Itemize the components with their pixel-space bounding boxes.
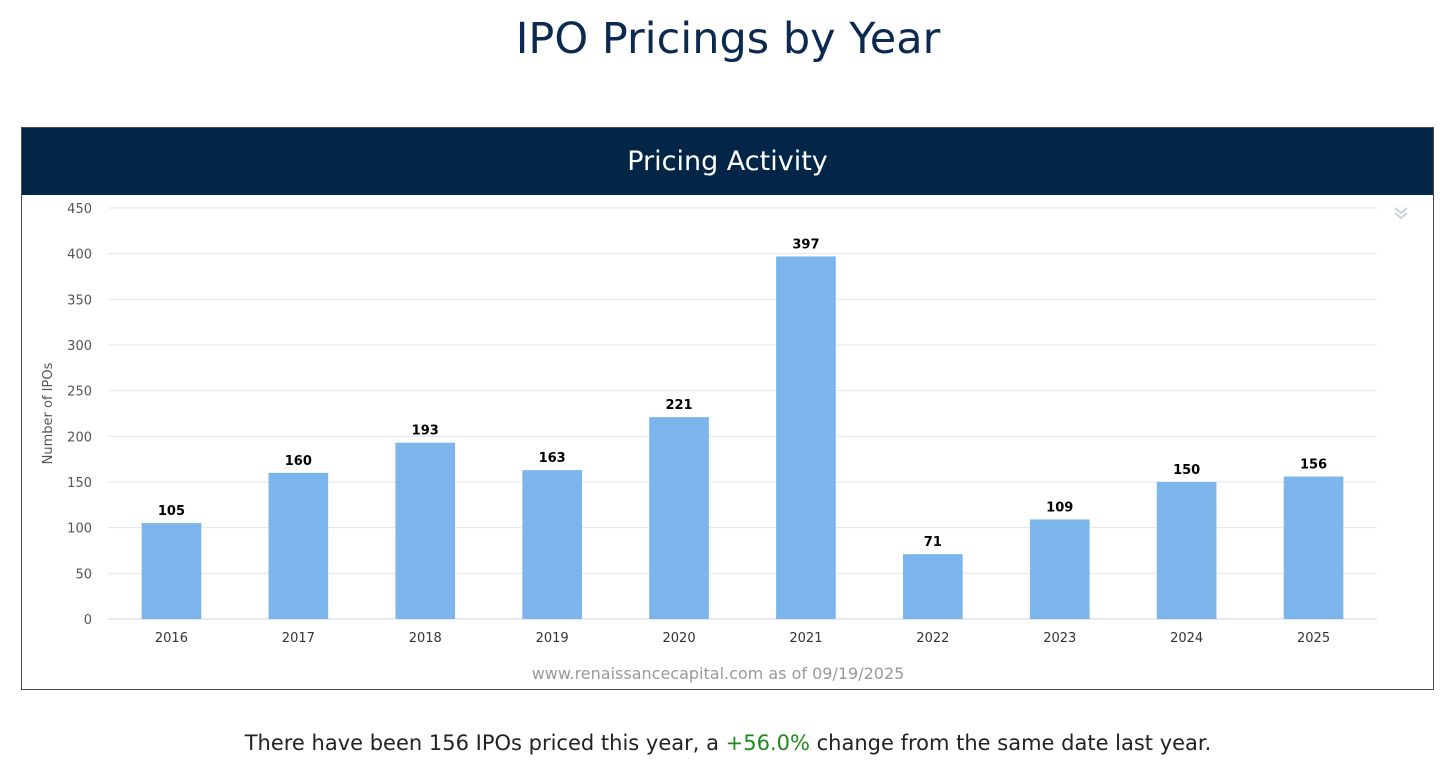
page-title: IPO Pricings by Year <box>515 14 941 64</box>
y-tick-label: 200 <box>67 430 92 445</box>
y-tick-label: 350 <box>67 293 92 308</box>
data-label: 193 <box>412 424 439 439</box>
y-axis-title: Number of IPOs <box>41 362 56 464</box>
x-tick-label: 2018 <box>409 631 442 646</box>
bar-2023 <box>1029 519 1090 619</box>
data-label: 397 <box>792 237 819 252</box>
summary-text: There have been 156 IPOs priced this yea… <box>0 731 1456 755</box>
chart-card: Pricing Activity 0 50 100 150 200 250 300 350 40… <box>21 127 1434 690</box>
x-tick-label: 2022 <box>916 631 949 646</box>
data-label: 160 <box>285 454 312 469</box>
x-tick-label: 2020 <box>663 631 696 646</box>
y-tick-label: 150 <box>67 476 92 491</box>
y-tick-label: 100 <box>67 522 92 537</box>
bar-2022 <box>903 554 963 619</box>
bar-2019 <box>522 470 582 619</box>
x-tick-label: 2016 <box>155 631 188 646</box>
x-tick-label: 2021 <box>789 631 822 646</box>
bar-2021 <box>776 256 836 619</box>
bar-2024 <box>1156 482 1217 619</box>
data-label: 109 <box>1046 500 1073 515</box>
x-tick-label: 2025 <box>1297 631 1330 646</box>
data-label: 163 <box>539 451 566 466</box>
bar-2017 <box>268 472 329 619</box>
bar-2020 <box>649 417 709 619</box>
x-tick-label: 2023 <box>1043 631 1076 646</box>
data-label: 150 <box>1173 463 1200 478</box>
bar-chart: 0 50 100 150 200 250 300 350 400 450 Number of IPO… <box>41 202 1377 683</box>
data-label: 221 <box>665 398 692 413</box>
y-tick-label: 50 <box>75 567 92 582</box>
summary-change-value: +56.0% <box>725 731 810 755</box>
data-label: 156 <box>1300 458 1327 473</box>
y-tick-label: 300 <box>67 339 92 354</box>
y-tick-label: 400 <box>67 248 92 263</box>
summary-suffix: change from the same date last year. <box>809 731 1212 755</box>
chart-card-header: Pricing Activity <box>22 128 1433 195</box>
y-tick-label: 250 <box>67 385 92 400</box>
x-tick-label: 2017 <box>282 631 315 646</box>
chart-credit: www.renaissancecapital.com as of 09/19/2… <box>532 664 905 683</box>
y-tick-label: 0 <box>84 613 92 628</box>
bar-2018 <box>395 442 456 619</box>
double-chevron-down-icon[interactable] <box>1391 203 1411 223</box>
x-tick-label: 2024 <box>1170 631 1203 646</box>
summary-prefix: There have been 156 IPOs priced this yea… <box>244 731 726 755</box>
data-label: 71 <box>924 535 942 550</box>
data-label: 105 <box>158 504 185 519</box>
bar-2025 <box>1283 476 1344 619</box>
bar-2016 <box>141 523 202 619</box>
y-tick-label: 450 <box>67 202 92 217</box>
x-tick-label: 2019 <box>536 631 569 646</box>
